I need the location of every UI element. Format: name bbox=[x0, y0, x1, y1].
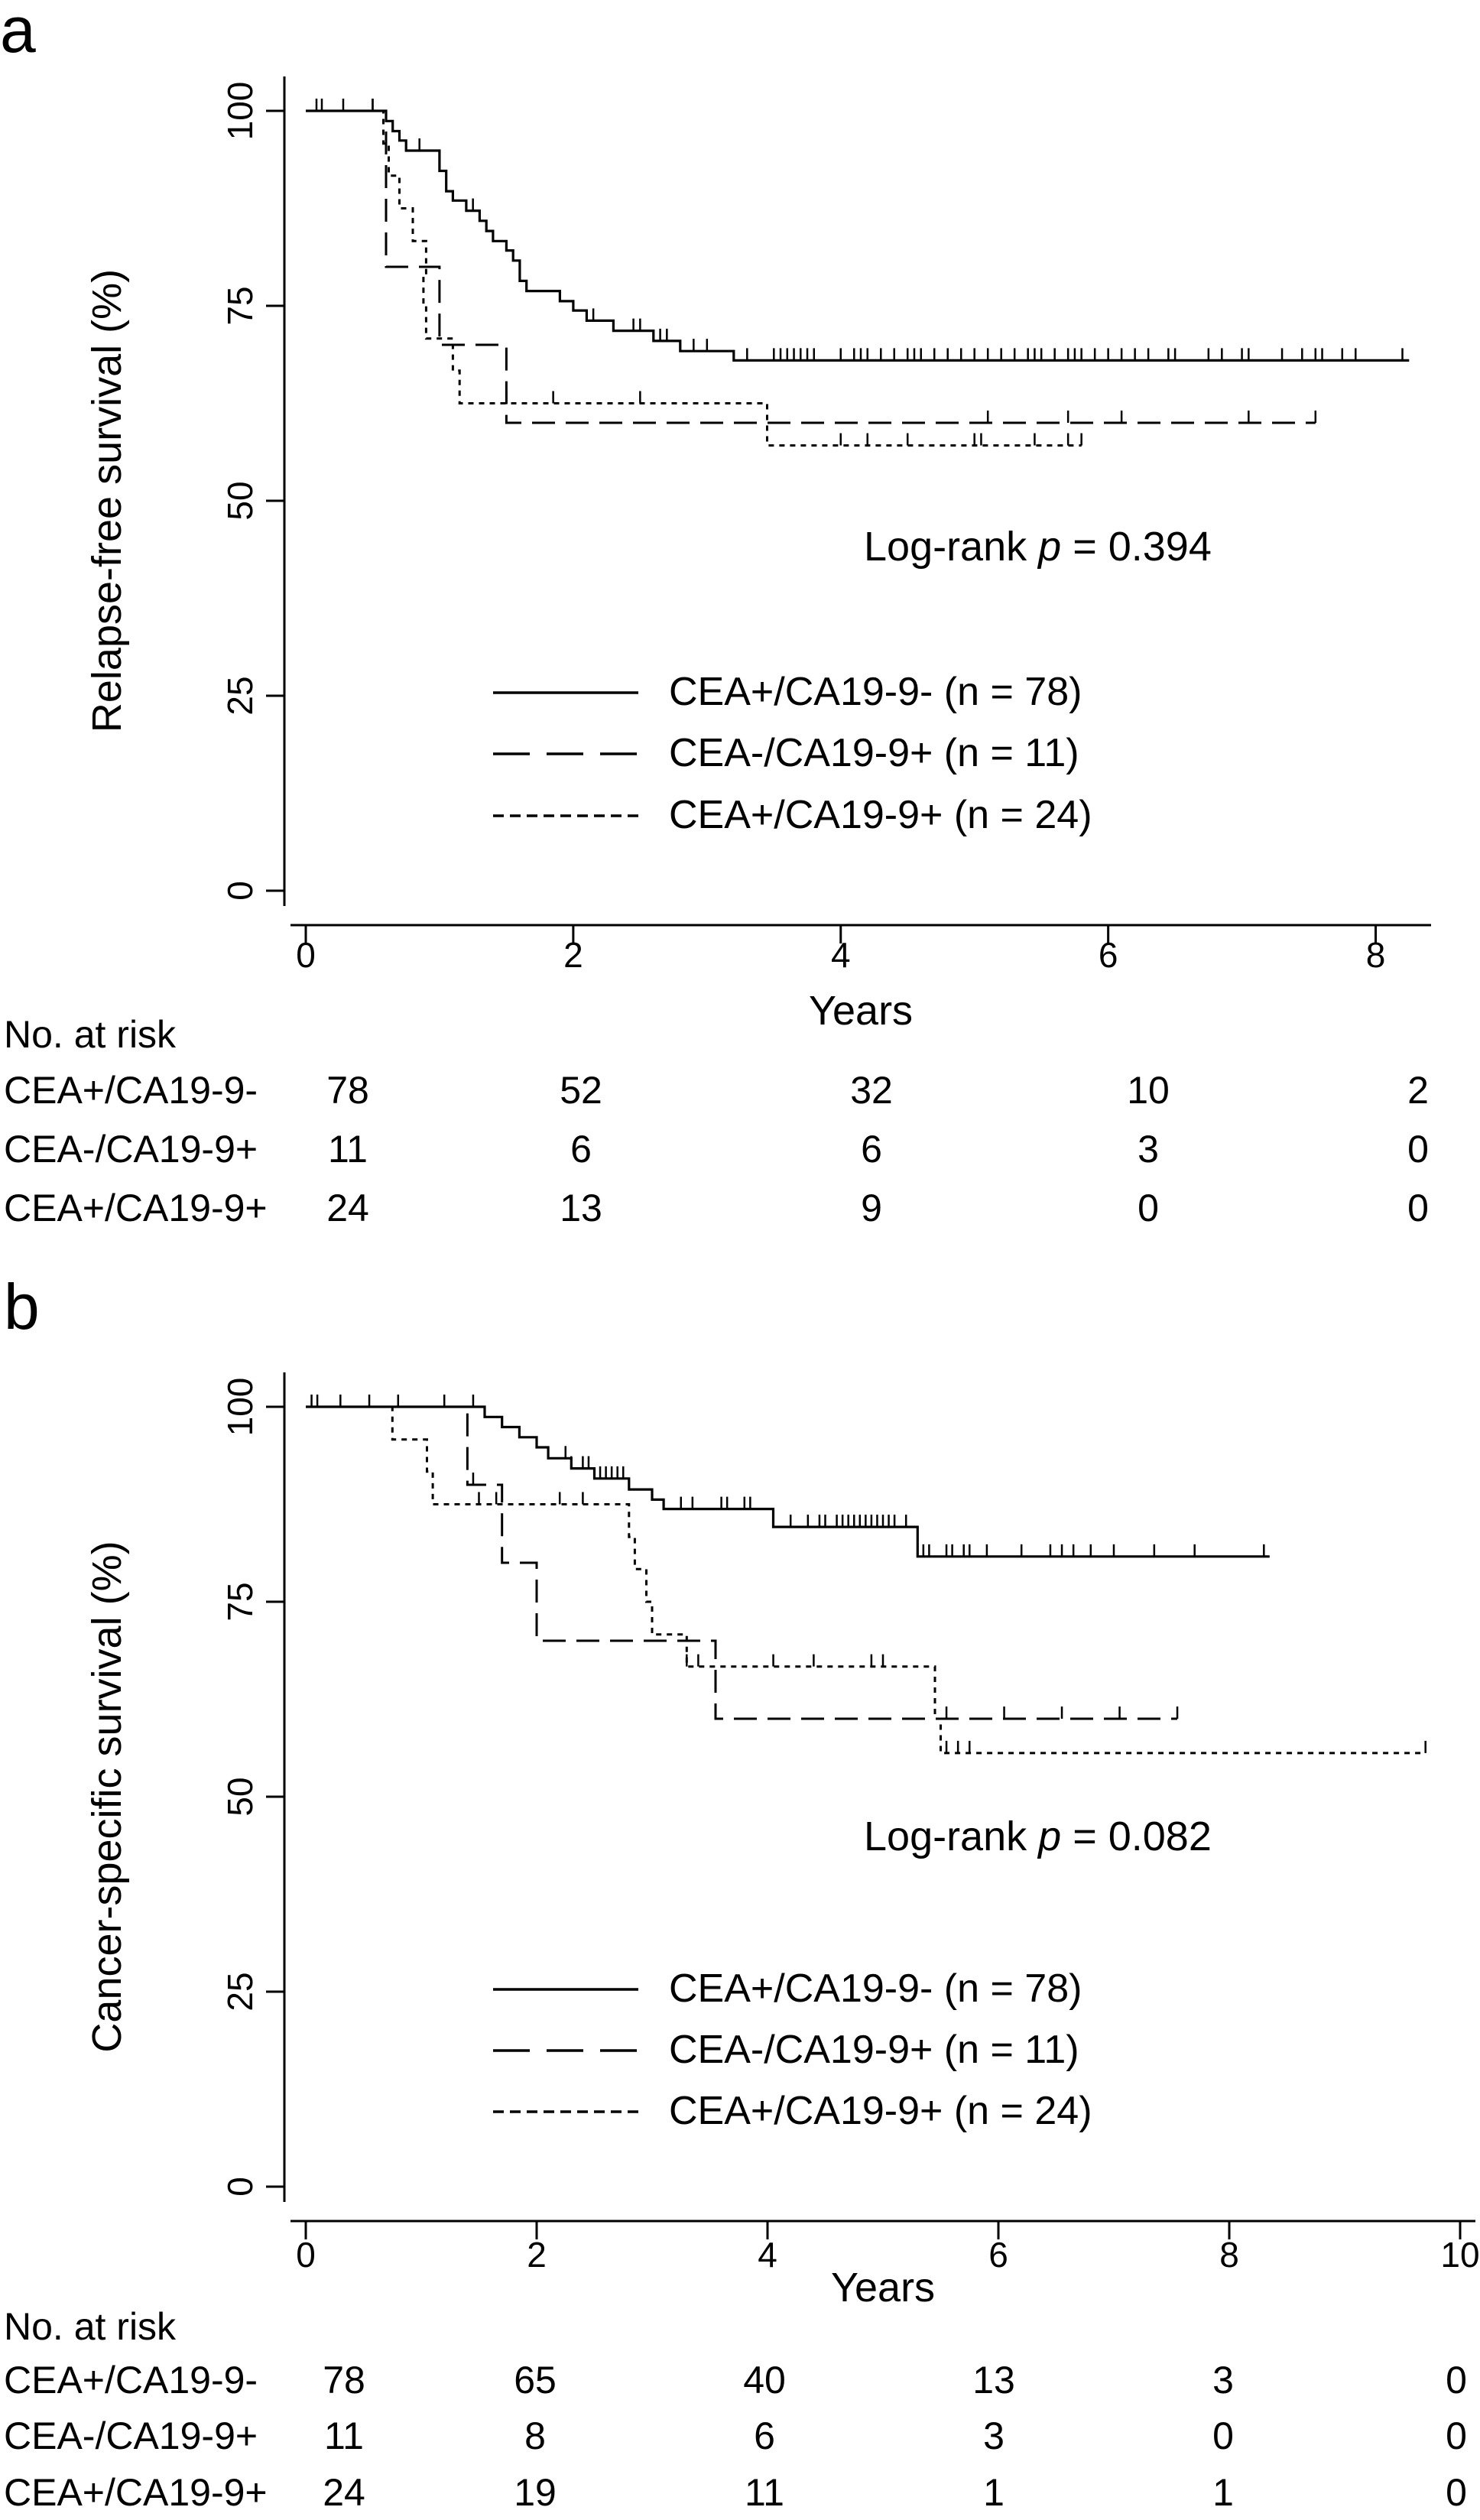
x-tick-label: 6 bbox=[988, 2235, 1008, 2275]
survival-curve-dashed bbox=[306, 109, 1316, 424]
risk-row-label: CEA+/CA19-9- bbox=[4, 1069, 258, 1112]
legend-label: CEA+/CA19-9- (n = 78) bbox=[669, 1966, 1082, 2011]
log-rank-annotation: Log-rank p = 0.394 bbox=[864, 524, 1212, 570]
risk-count: 3 bbox=[1138, 1128, 1159, 1171]
log-rank-annotation: Log-rank p = 0.082 bbox=[864, 1814, 1212, 1859]
panel-label: b bbox=[4, 1271, 40, 1343]
risk-row-label: CEA-/CA19-9+ bbox=[4, 2414, 258, 2457]
x-tick-label: 8 bbox=[1219, 2235, 1239, 2275]
legend-label: CEA+/CA19-9+ (n = 24) bbox=[669, 2089, 1092, 2133]
risk-count: 0 bbox=[1446, 2471, 1467, 2514]
legend-label: CEA-/CA19-9+ (n = 11) bbox=[669, 731, 1079, 775]
x-tick-label: 8 bbox=[1366, 935, 1386, 975]
survival-curve-dashed bbox=[306, 1405, 1177, 1720]
risk-count: 8 bbox=[524, 2414, 546, 2457]
x-tick-label: 4 bbox=[758, 2235, 777, 2275]
risk-count: 11 bbox=[324, 2414, 364, 2457]
survival-curve-dotted bbox=[306, 109, 1082, 447]
x-tick-label: 2 bbox=[563, 935, 583, 975]
risk-count: 6 bbox=[754, 2414, 775, 2457]
y-tick-label: 50 bbox=[220, 481, 260, 520]
y-tick-label: 100 bbox=[220, 1378, 260, 1437]
risk-count: 1 bbox=[983, 2471, 1005, 2514]
survival-curve-dotted bbox=[306, 1405, 1426, 1755]
y-tick-label: 0 bbox=[220, 881, 260, 901]
risk-table-header: No. at risk bbox=[4, 2305, 177, 2348]
survival-curve-solid bbox=[306, 109, 1410, 362]
x-tick-label: 4 bbox=[831, 935, 851, 975]
risk-count: 2 bbox=[1407, 1069, 1429, 1112]
risk-count: 24 bbox=[323, 2471, 365, 2514]
risk-row-label: CEA+/CA19-9- bbox=[4, 2359, 258, 2401]
risk-count: 9 bbox=[861, 1187, 882, 1229]
risk-count: 3 bbox=[983, 2414, 1005, 2457]
risk-count: 52 bbox=[560, 1069, 602, 1112]
risk-row-label: CEA-/CA19-9+ bbox=[4, 1128, 258, 1171]
x-tick-label: 0 bbox=[296, 935, 316, 975]
risk-count: 0 bbox=[1407, 1187, 1429, 1229]
risk-count: 11 bbox=[745, 2471, 784, 2514]
risk-count: 6 bbox=[861, 1128, 882, 1171]
risk-count: 13 bbox=[560, 1187, 602, 1229]
x-axis-title: Years bbox=[831, 2265, 935, 2311]
risk-count: 78 bbox=[323, 2359, 365, 2401]
risk-count: 78 bbox=[326, 1069, 369, 1112]
y-tick-label: 25 bbox=[220, 676, 260, 715]
x-axis-title: Years bbox=[809, 988, 913, 1034]
x-tick-label: 0 bbox=[296, 2235, 316, 2275]
risk-count: 6 bbox=[570, 1128, 592, 1171]
risk-count: 0 bbox=[1212, 2414, 1234, 2457]
risk-count: 13 bbox=[972, 2359, 1015, 2401]
risk-count: 0 bbox=[1446, 2359, 1467, 2401]
y-tick-label: 25 bbox=[220, 1972, 260, 2011]
risk-count: 1 bbox=[1212, 2471, 1234, 2514]
risk-table-header: No. at risk bbox=[4, 1013, 177, 1056]
y-tick-label: 0 bbox=[220, 2177, 260, 2197]
y-axis-title: Cancer-specific survival (%) bbox=[84, 1541, 130, 2052]
risk-count: 65 bbox=[514, 2359, 557, 2401]
risk-count: 32 bbox=[850, 1069, 893, 1112]
risk-row-label: CEA+/CA19-9+ bbox=[4, 2471, 268, 2514]
legend-label: CEA+/CA19-9+ (n = 24) bbox=[669, 793, 1092, 837]
panel-label: a bbox=[0, 0, 36, 66]
risk-count: 19 bbox=[514, 2471, 557, 2514]
risk-count: 0 bbox=[1138, 1187, 1159, 1229]
risk-count: 3 bbox=[1212, 2359, 1234, 2401]
risk-count: 10 bbox=[1127, 1069, 1170, 1112]
y-tick-label: 50 bbox=[220, 1777, 260, 1816]
x-tick-label: 2 bbox=[527, 2235, 547, 2275]
y-tick-label: 75 bbox=[220, 286, 260, 325]
risk-count: 24 bbox=[326, 1187, 369, 1229]
x-tick-label: 6 bbox=[1099, 935, 1118, 975]
y-tick-label: 100 bbox=[220, 82, 260, 141]
risk-count: 40 bbox=[743, 2359, 786, 2401]
y-tick-label: 75 bbox=[220, 1582, 260, 1621]
risk-count: 0 bbox=[1407, 1128, 1429, 1171]
risk-row-label: CEA+/CA19-9+ bbox=[4, 1187, 268, 1229]
x-tick-label: 10 bbox=[1440, 2235, 1479, 2275]
legend-label: CEA-/CA19-9+ (n = 11) bbox=[669, 2028, 1079, 2072]
risk-count: 0 bbox=[1446, 2414, 1467, 2457]
y-axis-title: Relapse-free survival (%) bbox=[84, 269, 130, 732]
survival-curve-solid bbox=[306, 1405, 1270, 1558]
legend-label: CEA+/CA19-9- (n = 78) bbox=[669, 670, 1082, 714]
risk-count: 11 bbox=[328, 1128, 368, 1171]
